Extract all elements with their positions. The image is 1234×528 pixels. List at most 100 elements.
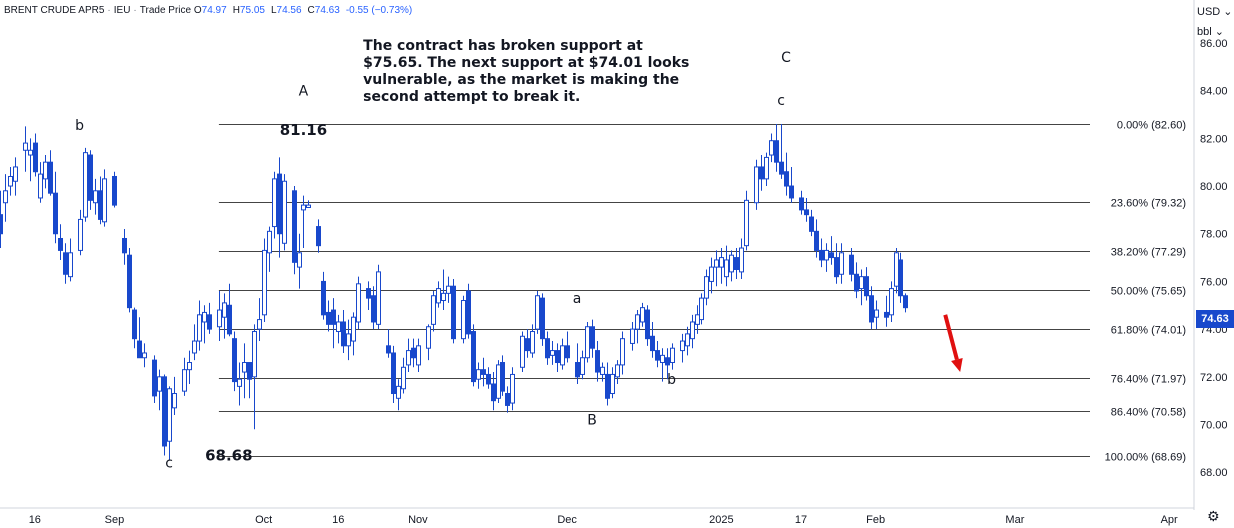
candle [13, 157, 18, 196]
time-axis[interactable]: 16 Sep Oct 16 Nov Dec 2025 17 Feb Mar Apr [29, 514, 1178, 526]
fib-level-label: 61.80% (74.01) [1111, 325, 1186, 337]
candle-body [331, 309, 336, 325]
open-value: 74.97 [201, 5, 227, 16]
candle [137, 317, 142, 359]
candle [660, 348, 665, 382]
currency-selector[interactable]: USD ⌄ [1197, 5, 1233, 18]
candle-body [874, 309, 879, 318]
candle [401, 357, 406, 394]
candle-body [386, 345, 391, 354]
candle-body [565, 345, 570, 359]
price-tick-label: 76.00 [1200, 276, 1228, 288]
candle [386, 329, 391, 358]
candle [829, 236, 834, 265]
candle-body [525, 338, 530, 352]
candle-body [466, 290, 471, 335]
candle-body [58, 237, 63, 251]
fib-level-label: 100.00% (68.69) [1105, 452, 1186, 464]
candle-body [461, 300, 466, 340]
low-label: L [270, 5, 277, 16]
candle-body [834, 257, 839, 278]
candle [272, 171, 277, 239]
candle-body [889, 288, 894, 316]
commentary-line: second attempt to break it. [363, 89, 580, 105]
candle [605, 362, 610, 406]
candle-body [227, 304, 232, 335]
candle-body [530, 331, 535, 354]
symbol-name[interactable]: BRENT CRUDE APR5 [4, 5, 105, 16]
candle [53, 171, 58, 244]
down-arrow [943, 314, 963, 373]
candle-body [272, 178, 277, 228]
candle [839, 243, 844, 284]
candle [555, 343, 560, 373]
gear-icon[interactable]: ⚙ [1207, 508, 1220, 524]
candle-body [595, 350, 600, 373]
wave-label: b [667, 372, 676, 388]
candle [714, 250, 719, 287]
candle [804, 197, 809, 222]
candle-body [182, 369, 187, 392]
candle [615, 360, 620, 384]
candle [486, 367, 491, 389]
candle [734, 248, 739, 280]
candle [356, 276, 361, 330]
candle-body [864, 276, 869, 297]
candle [112, 171, 117, 208]
candle [665, 348, 670, 380]
candle [854, 262, 859, 299]
candle [620, 331, 625, 375]
price-annotation: 81.16 [280, 121, 327, 139]
candle [680, 333, 685, 363]
candle-body [724, 259, 729, 278]
candle-body [491, 383, 496, 402]
candle [207, 302, 212, 334]
candle-body [640, 307, 645, 323]
candle [729, 250, 734, 282]
candle [645, 305, 650, 346]
candle [406, 338, 411, 373]
candle-body [734, 257, 739, 271]
candle [222, 293, 227, 339]
candle-body [655, 350, 660, 361]
candle [232, 331, 237, 392]
candle-body [505, 393, 510, 406]
candle [535, 290, 540, 334]
candle-body [471, 331, 476, 383]
price-axis[interactable]: 86.0084.0082.0080.0078.0076.0074.0072.00… [1200, 38, 1228, 479]
unit-selector[interactable]: bbl ⌄ [1197, 25, 1224, 38]
candle [575, 343, 580, 384]
candle-body [759, 166, 764, 180]
price-tick-label: 70.00 [1200, 420, 1228, 432]
candle [540, 293, 545, 346]
wave-label: a [573, 291, 582, 307]
candle [869, 286, 874, 330]
candle-body [560, 345, 565, 366]
candle-body [645, 309, 650, 340]
fib-level-label: 23.60% (79.32) [1111, 198, 1186, 210]
candle-body [8, 175, 13, 187]
candle-body [431, 295, 436, 325]
candle-body [297, 252, 302, 268]
candle-body [704, 276, 709, 299]
candle-body [262, 249, 267, 316]
candle-body [481, 369, 486, 375]
candle [525, 329, 530, 358]
change-value: -0.55 (−0.73%) [345, 5, 413, 16]
candle-body [754, 166, 759, 204]
candle [242, 343, 247, 399]
candle [739, 238, 744, 280]
candle [585, 321, 590, 363]
candle-body [207, 314, 212, 330]
candle-body [535, 295, 540, 330]
candle [282, 174, 287, 251]
low-value: 74.56 [276, 5, 302, 16]
candle [426, 324, 431, 361]
candle [247, 362, 252, 399]
time-tick-label: Oct [255, 514, 272, 526]
wave-label: C [781, 50, 791, 66]
time-tick-label: Nov [408, 514, 428, 526]
candle-body [849, 254, 854, 275]
